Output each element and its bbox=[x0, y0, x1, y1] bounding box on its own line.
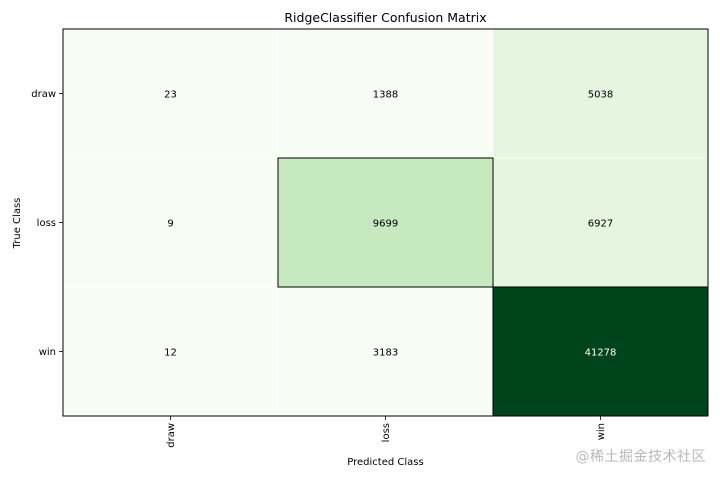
heatmap-cell bbox=[277, 286, 494, 417]
cell-value-label: 6927 bbox=[588, 219, 613, 230]
watermark-text: @稀土掘金技术社区 bbox=[575, 449, 706, 465]
heatmap-cell bbox=[277, 28, 494, 159]
cell-value-label: 9699 bbox=[373, 219, 398, 230]
heatmap-cell bbox=[277, 157, 494, 288]
heatmap-cell bbox=[62, 28, 279, 159]
x-axis-label: Predicted Class bbox=[347, 457, 423, 468]
cell-value-label: 5038 bbox=[588, 90, 613, 101]
chart-title: RidgeClassifier Confusion Matrix bbox=[284, 10, 486, 25]
x-tick-label: loss bbox=[381, 423, 392, 442]
axis-ticks: draw loss win draw loss win bbox=[31, 89, 607, 448]
cell-value-label: 1388 bbox=[373, 90, 398, 101]
y-tick-label: win bbox=[39, 347, 56, 358]
y-axis-label: True Class bbox=[12, 198, 23, 250]
y-tick-label: draw bbox=[31, 89, 56, 100]
heatmap-cells: 23 1388 5038 9 9699 6927 12 3183 41278 bbox=[62, 28, 709, 417]
x-tick-label: draw bbox=[166, 423, 177, 448]
x-tick-label: win bbox=[596, 423, 607, 440]
heatmap-cell bbox=[492, 157, 709, 288]
cell-value-label: 23 bbox=[164, 90, 177, 101]
y-tick-label: loss bbox=[37, 218, 56, 229]
highlight-box bbox=[277, 157, 494, 288]
heatmap-cell bbox=[62, 157, 279, 288]
heatmap-cell bbox=[62, 286, 279, 417]
cell-value-label: 12 bbox=[164, 348, 177, 359]
cell-value-label: 3183 bbox=[373, 348, 398, 359]
cell-value-label: 9 bbox=[167, 219, 173, 230]
cell-value-label: 41278 bbox=[585, 348, 617, 359]
